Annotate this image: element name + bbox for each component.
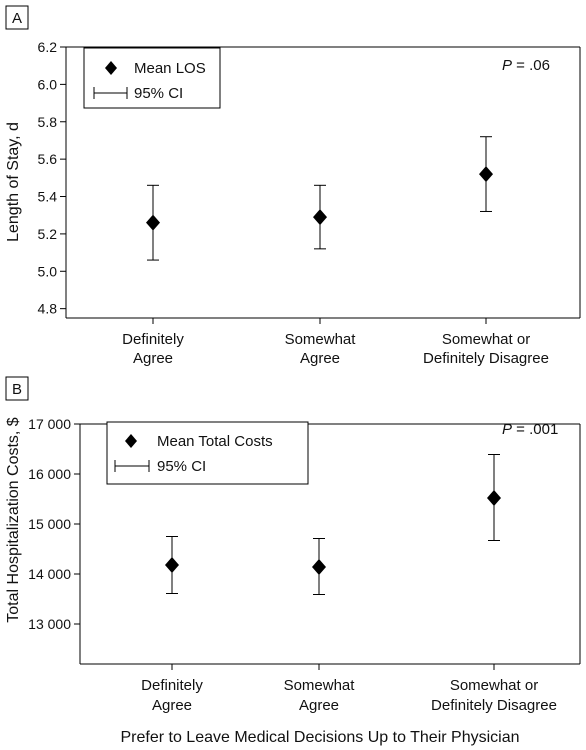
- x-tick-label: Somewhat or Definitely Disagree: [423, 331, 549, 367]
- y-tick-label: 5.4: [38, 189, 58, 205]
- y-tick-label: 6.0: [38, 76, 58, 92]
- shared-x-axis-title: Prefer to Leave Medical Decisions Up to …: [121, 729, 520, 746]
- y-tick-label: 14 000: [28, 566, 71, 582]
- legend-box: [106, 421, 309, 485]
- x-tick-label: Somewhat Agree: [284, 677, 356, 714]
- legend-series-label: Mean LOS: [134, 60, 206, 77]
- y-tick-label: 17 000: [28, 416, 71, 432]
- mean-marker: [313, 209, 327, 226]
- panel-label-box: [5, 5, 29, 30]
- y-axis-title: Total Hospitalization Costs, $: [5, 417, 22, 623]
- legend-ci-label: 95% CI: [157, 458, 206, 475]
- data-points: [165, 454, 501, 595]
- mean-marker: [312, 559, 326, 575]
- y-tick-label: 5.6: [38, 151, 58, 167]
- p-value-annotation: P = .06: [502, 57, 550, 74]
- panel-label: B: [12, 381, 22, 398]
- x-tick-label: Somewhat or Definitely Disagree: [431, 677, 557, 714]
- legend: Mean LOS 95% CI: [83, 47, 221, 109]
- y-tick-label: 16 000: [28, 466, 71, 482]
- panel-label-box: [5, 376, 29, 401]
- y-tick-label: 6.2: [38, 39, 58, 55]
- data-points: [146, 136, 493, 261]
- legend-marker: [105, 61, 117, 75]
- panel-label: A: [12, 10, 22, 27]
- x-tick-label: Definitely Agree: [141, 677, 203, 714]
- panel-b: B 13 000 14 000 15 000 16 000 17 000 Definit…: [5, 376, 581, 714]
- y-tick-label: 13 000: [28, 616, 71, 632]
- legend: Mean Total Costs 95% CI: [106, 421, 309, 485]
- y-tick-label: 4.8: [38, 301, 58, 317]
- y-tick-label: 5.2: [38, 226, 58, 242]
- x-tick-label: Definitely Agree: [122, 331, 184, 367]
- mean-marker: [479, 166, 493, 183]
- legend-ci-label: 95% CI: [134, 85, 183, 102]
- y-axis-title: Length of Stay, d: [5, 122, 22, 242]
- p-value-annotation: P = .001: [502, 421, 558, 438]
- legend-marker: [125, 434, 137, 448]
- panel-a: A 4.8 5.0 5.2 5.4 5.6 5.8 6.0 6.2 Definitely Agr…: [5, 5, 581, 367]
- x-ticks: Definitely Agree Somewhat Agree Somewhat or D…: [122, 318, 549, 367]
- legend-box: [83, 47, 221, 109]
- x-ticks: Definitely Agree Somewhat Agree Somewhat or D…: [141, 664, 557, 714]
- y-ticks: 13 000 14 000 15 000 16 000 17 000: [28, 416, 80, 632]
- y-tick-label: 15 000: [28, 516, 71, 532]
- x-tick-label: Somewhat Agree: [285, 331, 357, 367]
- mean-marker: [487, 490, 501, 506]
- mean-marker: [146, 214, 160, 231]
- y-tick-label: 5.0: [38, 263, 58, 279]
- y-tick-label: 5.8: [38, 114, 58, 130]
- legend-series-label: Mean Total Costs: [157, 433, 273, 450]
- y-ticks: 4.8 5.0 5.2 5.4 5.6 5.8 6.0 6.2: [38, 39, 66, 317]
- mean-marker: [165, 557, 179, 573]
